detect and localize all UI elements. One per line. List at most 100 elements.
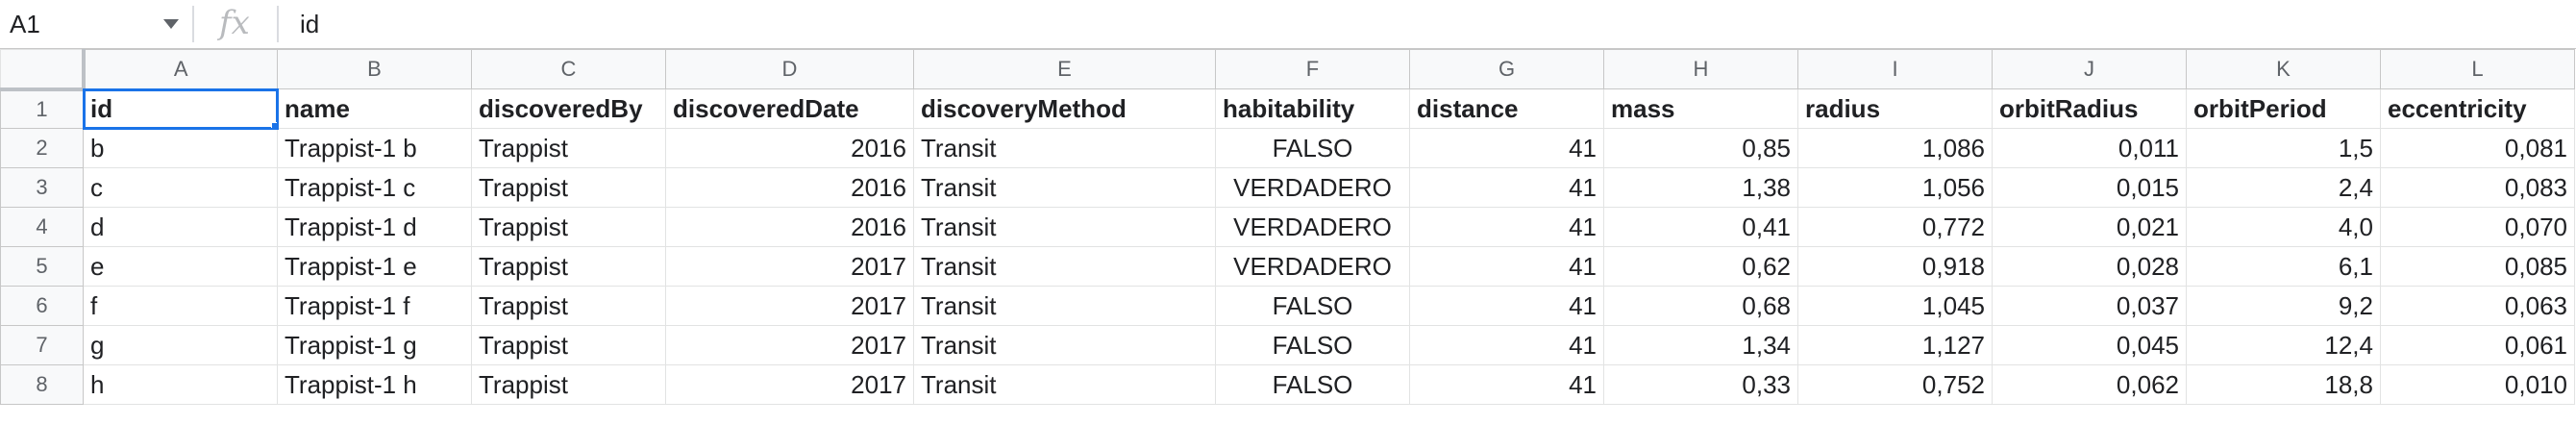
formula-input[interactable]: id: [300, 9, 320, 38]
column-header-l[interactable]: L: [2380, 49, 2575, 89]
cell-g4[interactable]: 41: [1409, 207, 1604, 247]
cell-k7[interactable]: 12,4: [2186, 325, 2381, 365]
cell-a7[interactable]: g: [83, 325, 278, 365]
row-header[interactable]: 6: [0, 286, 84, 326]
column-header-b[interactable]: B: [277, 49, 472, 89]
row-header[interactable]: 5: [0, 246, 84, 287]
cell-d8[interactable]: 2017: [665, 364, 914, 405]
cell-i3[interactable]: 1,056: [1797, 167, 1993, 208]
cell-c4[interactable]: Trappist: [471, 207, 666, 247]
cell-d4[interactable]: 2016: [665, 207, 914, 247]
cell-d7[interactable]: 2017: [665, 325, 914, 365]
select-all-corner[interactable]: [0, 49, 86, 91]
cell-e3[interactable]: Transit: [913, 167, 1216, 208]
cell-a6[interactable]: f: [83, 286, 278, 326]
cell-l3[interactable]: 0,083: [2380, 167, 2575, 208]
cell-i1[interactable]: radius: [1797, 88, 1993, 129]
cell-j3[interactable]: 0,015: [1992, 167, 2187, 208]
cell-j8[interactable]: 0,062: [1992, 364, 2187, 405]
column-header-c[interactable]: C: [471, 49, 666, 89]
column-header-g[interactable]: G: [1409, 49, 1604, 89]
row-header[interactable]: 8: [0, 364, 84, 405]
cell-k8[interactable]: 18,8: [2186, 364, 2381, 405]
row-header[interactable]: 7: [0, 325, 84, 365]
column-header-j[interactable]: J: [1992, 49, 2187, 89]
column-header-h[interactable]: H: [1603, 49, 1798, 89]
cell-b6[interactable]: Trappist-1 f: [277, 286, 472, 326]
cell-j1[interactable]: orbitRadius: [1992, 88, 2187, 129]
cell-e2[interactable]: Transit: [913, 128, 1216, 168]
cell-a1[interactable]: id: [82, 88, 279, 130]
cell-f4[interactable]: VERDADERO: [1215, 207, 1410, 247]
cell-d1[interactable]: discoveredDate: [665, 88, 914, 129]
cell-h4[interactable]: 0,41: [1603, 207, 1798, 247]
cell-g5[interactable]: 41: [1409, 246, 1604, 287]
cell-b4[interactable]: Trappist-1 d: [277, 207, 472, 247]
fill-handle[interactable]: [271, 122, 277, 128]
row-header[interactable]: 1: [0, 88, 84, 129]
cell-b5[interactable]: Trappist-1 e: [277, 246, 472, 287]
cell-h5[interactable]: 0,62: [1603, 246, 1798, 287]
cell-j7[interactable]: 0,045: [1992, 325, 2187, 365]
cell-i7[interactable]: 1,127: [1797, 325, 1993, 365]
cell-j2[interactable]: 0,011: [1992, 128, 2187, 168]
cell-j6[interactable]: 0,037: [1992, 286, 2187, 326]
cell-d6[interactable]: 2017: [665, 286, 914, 326]
cell-b8[interactable]: Trappist-1 h: [277, 364, 472, 405]
row-header[interactable]: 2: [0, 128, 84, 168]
cell-c6[interactable]: Trappist: [471, 286, 666, 326]
row-header[interactable]: 4: [0, 207, 84, 247]
cell-h6[interactable]: 0,68: [1603, 286, 1798, 326]
cell-g2[interactable]: 41: [1409, 128, 1604, 168]
cell-c3[interactable]: Trappist: [471, 167, 666, 208]
cell-i2[interactable]: 1,086: [1797, 128, 1993, 168]
cell-d3[interactable]: 2016: [665, 167, 914, 208]
cell-f1[interactable]: habitability: [1215, 88, 1410, 129]
cell-b2[interactable]: Trappist-1 b: [277, 128, 472, 168]
cell-k4[interactable]: 4,0: [2186, 207, 2381, 247]
cell-c5[interactable]: Trappist: [471, 246, 666, 287]
cell-f7[interactable]: FALSO: [1215, 325, 1410, 365]
cell-l6[interactable]: 0,063: [2380, 286, 2575, 326]
cell-e7[interactable]: Transit: [913, 325, 1216, 365]
cell-l2[interactable]: 0,081: [2380, 128, 2575, 168]
cell-l8[interactable]: 0,010: [2380, 364, 2575, 405]
cell-a8[interactable]: h: [83, 364, 278, 405]
cell-e6[interactable]: Transit: [913, 286, 1216, 326]
cell-j5[interactable]: 0,028: [1992, 246, 2187, 287]
column-header-d[interactable]: D: [665, 49, 914, 89]
chevron-down-icon[interactable]: [163, 19, 179, 29]
cell-i5[interactable]: 0,918: [1797, 246, 1993, 287]
cell-j4[interactable]: 0,021: [1992, 207, 2187, 247]
cell-k5[interactable]: 6,1: [2186, 246, 2381, 287]
cell-b7[interactable]: Trappist-1 g: [277, 325, 472, 365]
row-header[interactable]: 3: [0, 167, 84, 208]
cell-e8[interactable]: Transit: [913, 364, 1216, 405]
cell-e5[interactable]: Transit: [913, 246, 1216, 287]
cell-h8[interactable]: 0,33: [1603, 364, 1798, 405]
cell-b3[interactable]: Trappist-1 c: [277, 167, 472, 208]
name-box[interactable]: A1: [0, 0, 188, 48]
cell-d2[interactable]: 2016: [665, 128, 914, 168]
cell-g8[interactable]: 41: [1409, 364, 1604, 405]
cell-d5[interactable]: 2017: [665, 246, 914, 287]
cell-b1[interactable]: name: [277, 88, 472, 129]
cell-k2[interactable]: 1,5: [2186, 128, 2381, 168]
cell-g1[interactable]: distance: [1409, 88, 1604, 129]
column-header-i[interactable]: I: [1797, 49, 1993, 89]
cell-l1[interactable]: eccentricity: [2380, 88, 2575, 129]
cell-i4[interactable]: 0,772: [1797, 207, 1993, 247]
column-header-f[interactable]: F: [1215, 49, 1410, 89]
cell-i6[interactable]: 1,045: [1797, 286, 1993, 326]
cell-c1[interactable]: discoveredBy: [471, 88, 666, 129]
cell-e1[interactable]: discoveryMethod: [913, 88, 1216, 129]
cell-f3[interactable]: VERDADERO: [1215, 167, 1410, 208]
cell-f8[interactable]: FALSO: [1215, 364, 1410, 405]
column-header-e[interactable]: E: [913, 49, 1216, 89]
cell-c8[interactable]: Trappist: [471, 364, 666, 405]
cell-i8[interactable]: 0,752: [1797, 364, 1993, 405]
cell-g3[interactable]: 41: [1409, 167, 1604, 208]
cell-h7[interactable]: 1,34: [1603, 325, 1798, 365]
cell-l5[interactable]: 0,085: [2380, 246, 2575, 287]
cell-e4[interactable]: Transit: [913, 207, 1216, 247]
